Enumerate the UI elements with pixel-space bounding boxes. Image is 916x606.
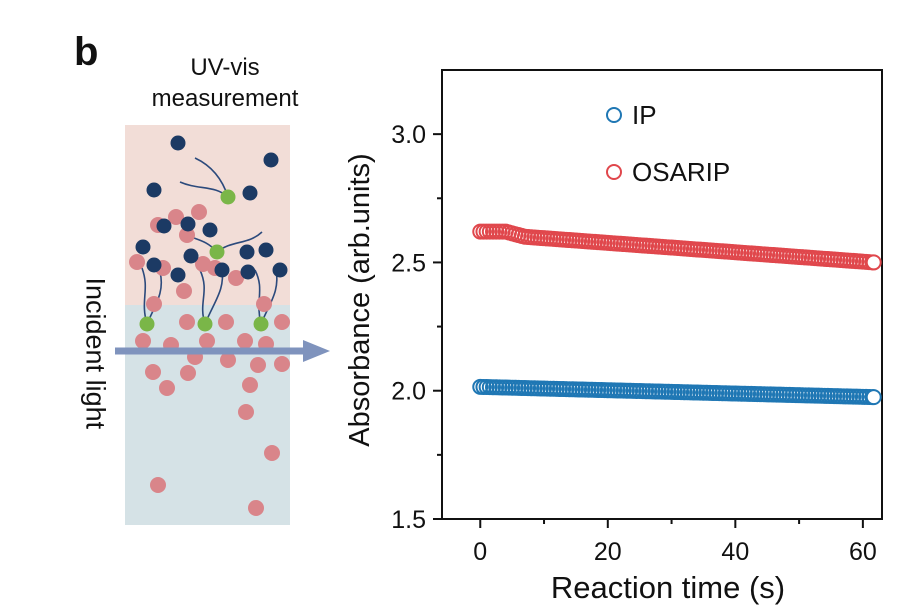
- pink-particle: [176, 283, 192, 299]
- upper-phase: [125, 125, 290, 305]
- series-ip: [472, 378, 882, 406]
- incident-light-arrow: [115, 340, 330, 362]
- dark-particle: [135, 239, 151, 255]
- arrow-head: [303, 340, 330, 362]
- pink-particle: [191, 204, 207, 220]
- pink-particle: [228, 270, 244, 286]
- legend-label-ip: IP: [632, 100, 657, 130]
- pink-particle: [150, 477, 166, 493]
- pink-particle: [135, 333, 151, 349]
- panel-label: b: [74, 30, 99, 74]
- green-particle: [253, 316, 269, 332]
- pink-particle: [180, 365, 196, 381]
- green-particle: [209, 244, 225, 260]
- dark-particle: [180, 216, 196, 232]
- dark-particle: [170, 267, 186, 283]
- dark-particle: [214, 262, 230, 278]
- legend: IP OSARIP: [606, 100, 730, 187]
- plot-frame: [441, 69, 883, 520]
- x-tick-label: 40: [721, 538, 749, 566]
- dark-particle: [272, 262, 288, 278]
- pink-particle: [218, 314, 234, 330]
- dark-particle: [146, 182, 162, 198]
- pink-particle: [179, 227, 195, 243]
- dark-particle: [170, 135, 186, 151]
- pink-particle: [264, 445, 280, 461]
- y-axis-label: Absorbance (arb.units): [344, 153, 376, 446]
- schematic-title-line2: measurement: [151, 85, 299, 112]
- pink-particle: [179, 314, 195, 330]
- schematic-title: UV-vis measurement: [120, 52, 330, 114]
- pink-particle: [274, 314, 290, 330]
- series-osarip: [472, 223, 882, 271]
- dark-particle: [258, 242, 274, 258]
- pink-particle: [199, 333, 215, 349]
- schematic-title-line1: UV-vis: [190, 54, 260, 81]
- legend-marker-osarip: [606, 164, 622, 180]
- dark-particle: [242, 185, 258, 201]
- dark-particle: [202, 222, 218, 238]
- pink-particle: [238, 404, 254, 420]
- dark-particle: [183, 248, 199, 264]
- pink-particle: [248, 500, 264, 516]
- pink-particle: [274, 356, 290, 372]
- y-tick-label: 2.0: [391, 378, 426, 406]
- x-tick-label: 0: [473, 538, 487, 566]
- dark-particle: [263, 152, 279, 168]
- x-axis-label: Reaction time (s): [551, 570, 785, 605]
- green-particle: [139, 316, 155, 332]
- y-tick-label: 2.5: [391, 249, 426, 277]
- pink-particle: [237, 333, 253, 349]
- pink-particle: [250, 357, 266, 373]
- pink-particle: [220, 352, 236, 368]
- y-tick-label: 1.5: [391, 506, 426, 534]
- pink-particle: [168, 209, 184, 225]
- x-tick-label: 60: [849, 538, 877, 566]
- x-tick-label: 20: [594, 538, 622, 566]
- legend-marker-ip: [606, 107, 622, 123]
- green-particle: [197, 316, 213, 332]
- green-particle: [220, 189, 236, 205]
- legend-label-osarip: OSARIP: [632, 157, 730, 187]
- dark-particle: [156, 218, 172, 234]
- dark-particle: [239, 244, 255, 260]
- pink-particle: [256, 296, 272, 312]
- axis-ticks: 1.5 2.0 2.5 3.0 0 20 40 60: [391, 121, 877, 566]
- dark-particle: [240, 264, 256, 280]
- series-layer: [472, 223, 882, 406]
- data-point: [865, 254, 882, 271]
- pink-particle: [159, 380, 175, 396]
- pink-particle: [145, 364, 161, 380]
- data-point: [865, 389, 882, 406]
- dark-particle: [146, 257, 162, 273]
- pink-particle: [242, 377, 258, 393]
- pink-particle: [129, 254, 145, 270]
- y-tick-label: 3.0: [391, 121, 426, 149]
- pink-particle: [146, 296, 162, 312]
